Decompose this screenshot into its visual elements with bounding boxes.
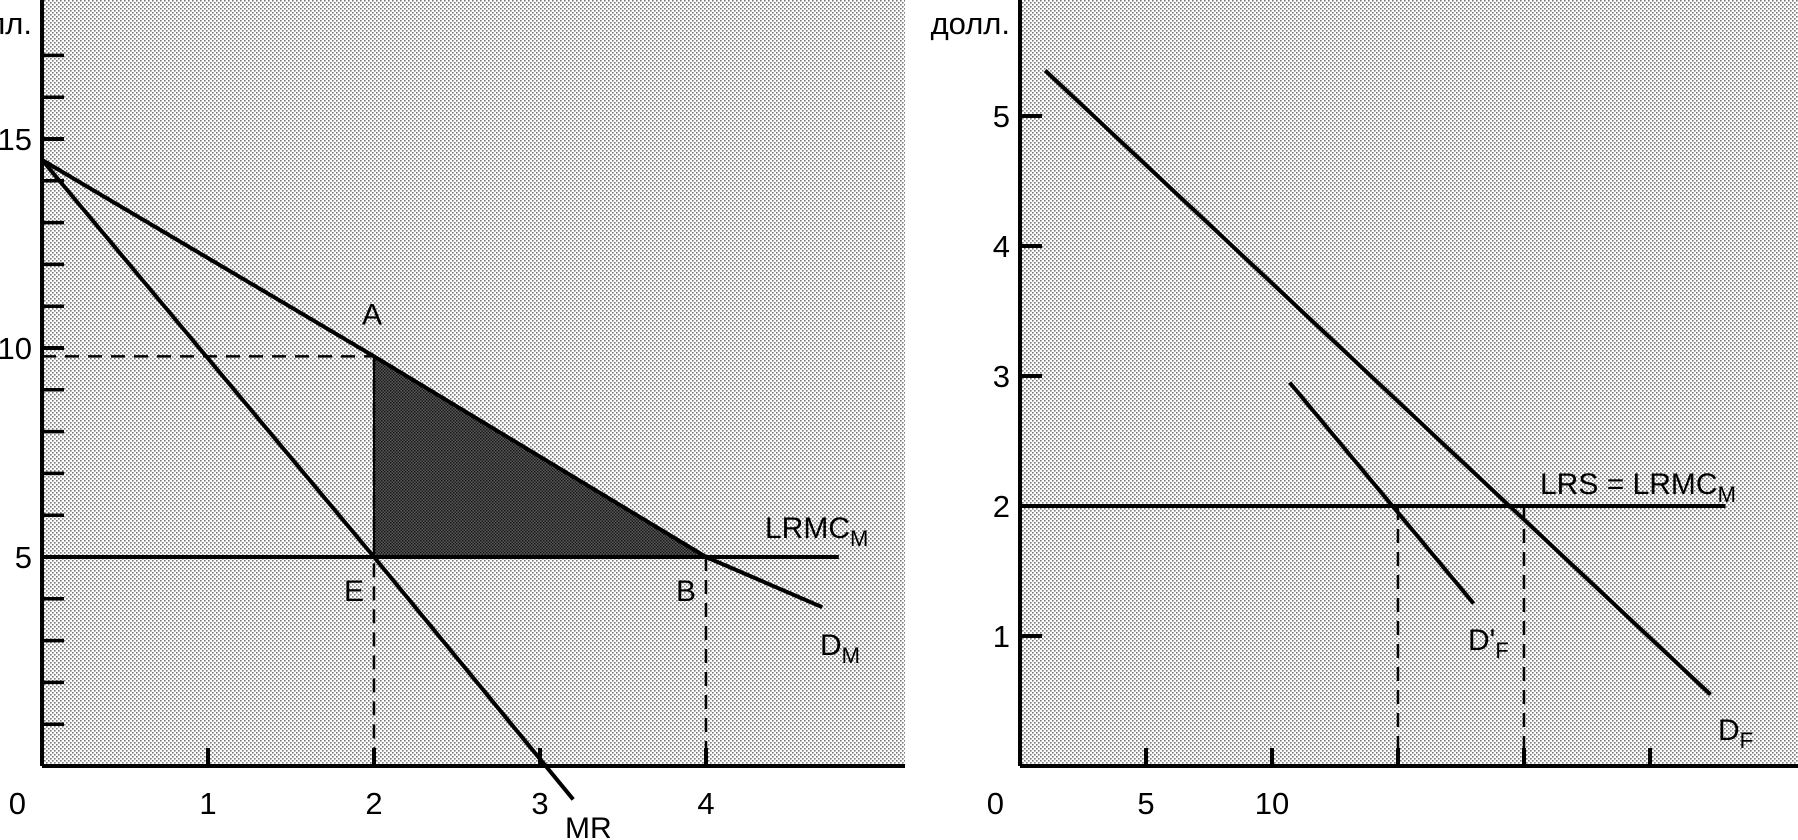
right-y-tick-label-4: 4 (993, 229, 1010, 264)
right-y-tick-label-5: 5 (993, 99, 1010, 134)
left-ticks: 1 2 3 4 5 10 15 (0, 53, 715, 821)
left-x-tick-label-4: 4 (697, 786, 714, 821)
left-origin-label: 0 (9, 786, 26, 821)
series-line-d-f (1288, 381, 1476, 605)
point-label-a: A (362, 298, 382, 331)
right-axes (1018, 0, 1798, 768)
right-y-tick-label-3: 3 (993, 359, 1010, 394)
left-y-tick-label-10: 10 (0, 331, 32, 366)
right-dashed-guides (1396, 506, 1526, 766)
left-x-tick-label-2: 2 (365, 786, 382, 821)
left-point-labels: A E B (344, 298, 696, 608)
right-x-tick-label-5: 5 (1137, 786, 1154, 821)
right-origin-label: 0 (987, 786, 1004, 821)
left-y-tick-label-5: 5 (15, 540, 32, 575)
right-x-tick-label-10: 10 (1255, 786, 1289, 821)
left-axes (40, 0, 905, 768)
left-series (40, 158, 839, 801)
series-line-d-m (40, 158, 823, 609)
right-y-axis-label: долл. (931, 6, 1010, 41)
left-y-tick-label-15: 15 (0, 122, 32, 157)
series-label-mr: MR (565, 812, 612, 840)
right-y-tick-label-2: 2 (993, 489, 1010, 524)
right-plot-background (1020, 0, 1798, 766)
left-y-axis-label: лл. (0, 6, 32, 41)
left-plot-background (42, 0, 905, 766)
right-ticks: 5 10 1 2 3 4 5 (993, 99, 1652, 821)
left-x-tick-label-3: 3 (531, 786, 548, 821)
right-y-tick-label-1: 1 (993, 619, 1010, 654)
point-label-b: B (676, 575, 696, 608)
right-series (1020, 69, 1726, 696)
series-label-lrs-lrmc-m: LRS = LRMCM (1540, 468, 1736, 507)
series-line-d-f (1043, 69, 1712, 696)
point-label-e: E (344, 575, 364, 608)
left-x-tick-label-1: 1 (199, 786, 216, 821)
